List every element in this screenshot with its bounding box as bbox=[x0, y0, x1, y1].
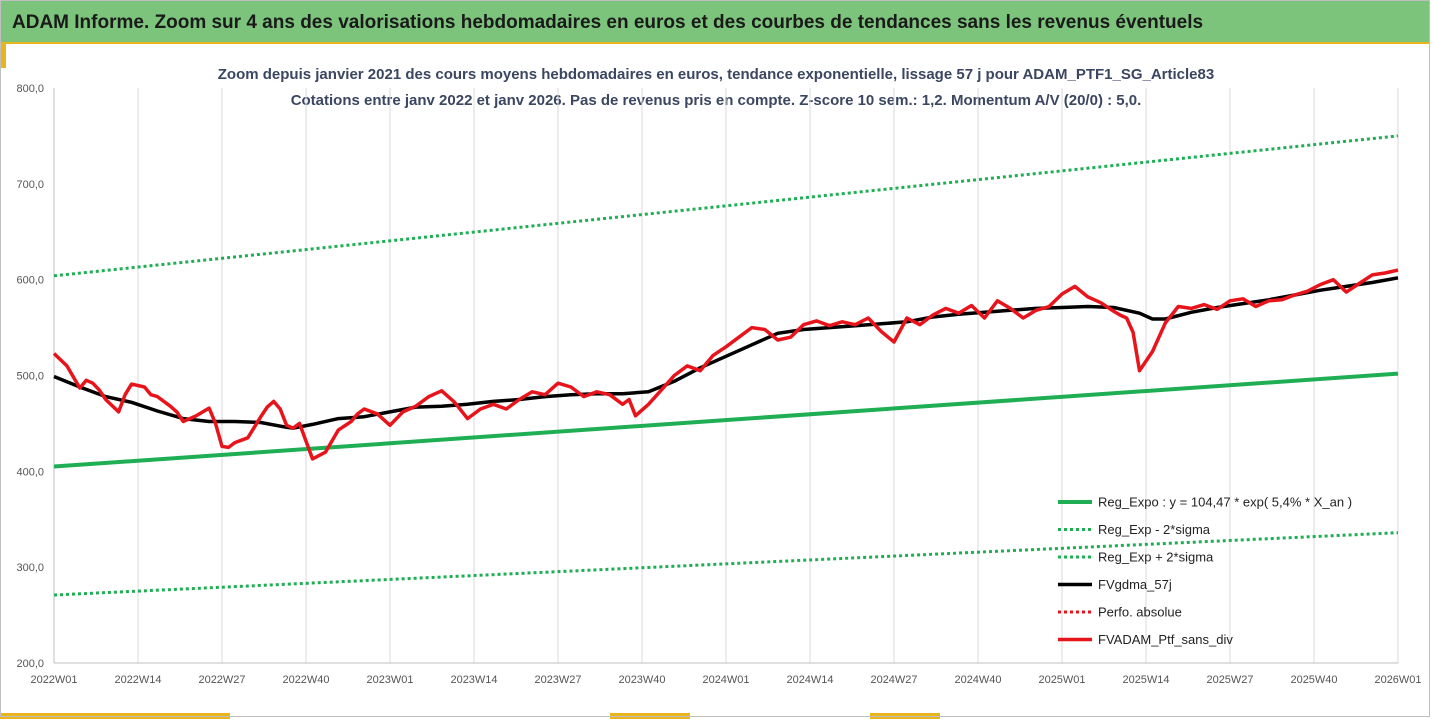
y-tick-label: 700,0 bbox=[16, 179, 44, 191]
legend-label: FVADAM_Ptf_sans_div bbox=[1098, 632, 1233, 647]
y-tick-label: 200,0 bbox=[16, 658, 44, 670]
axes: 2022W01 2022W14 2022W27 2022W40 2023W01 2023W… bbox=[16, 83, 1421, 686]
series-line-dotted-green bbox=[53, 531, 1399, 597]
footer-accent-mid bbox=[610, 713, 690, 719]
y-tick-label: 500,0 bbox=[16, 371, 44, 383]
x-tick-label: 2023W01 bbox=[366, 674, 413, 686]
x-tick-label: 2022W40 bbox=[282, 674, 329, 686]
corner-accent bbox=[0, 44, 6, 68]
banner-title: ADAM Informe. Zoom sur 4 ans des valoris… bbox=[12, 12, 1204, 33]
x-tick-label: 2022W01 bbox=[30, 674, 77, 686]
x-tick-label: 2024W40 bbox=[954, 674, 1001, 686]
title-banner: ADAM Informe. Zoom sur 4 ans des valoris… bbox=[0, 0, 1430, 44]
x-tick-label: 2023W27 bbox=[534, 674, 581, 686]
y-tick-label: 400,0 bbox=[16, 466, 44, 478]
chart-subtitle-2: Cotations entre janv 2022 et janv 2026. … bbox=[290, 92, 1142, 109]
x-tick-label: 2022W27 bbox=[198, 674, 245, 686]
y-tick-label: 600,0 bbox=[16, 275, 44, 287]
x-tick-label: 2025W01 bbox=[1038, 674, 1085, 686]
legend-label: Perfo. absolue bbox=[1098, 605, 1182, 620]
y-tick-label: 800,0 bbox=[16, 83, 44, 95]
x-tick-label: 2025W27 bbox=[1206, 674, 1253, 686]
x-tick-label: 2023W14 bbox=[450, 674, 497, 686]
legend-label: Reg_Expo : y = 104,47 * exp( 5,4% * X_an… bbox=[1098, 495, 1352, 510]
series-line-solid-red bbox=[52, 268, 1399, 461]
series-line-solid-green bbox=[53, 371, 1399, 469]
grid-lines bbox=[53, 88, 1399, 663]
footer-accent-right bbox=[870, 713, 940, 719]
legend-label: FVgdma_57j bbox=[1098, 577, 1172, 592]
y-tick-label: 300,0 bbox=[16, 562, 44, 574]
x-tick-label: 2024W27 bbox=[870, 674, 917, 686]
legend-label: Reg_Exp - 2*sigma bbox=[1098, 522, 1211, 537]
x-tick-label: 2023W40 bbox=[618, 674, 665, 686]
x-tick-label: 2024W01 bbox=[702, 674, 749, 686]
footer-accent-left bbox=[0, 713, 230, 719]
chart-subtitle-1: Zoom depuis janvier 2021 des cours moyen… bbox=[217, 66, 1215, 83]
x-tick-label: 2026W01 bbox=[1374, 674, 1421, 686]
legend-label: Reg_Exp + 2*sigma bbox=[1098, 550, 1214, 565]
x-tick-label: 2024W14 bbox=[786, 674, 833, 686]
x-tick-label: 2025W40 bbox=[1290, 674, 1337, 686]
series-line-solid-black bbox=[53, 276, 1399, 430]
x-tick-label: 2025W14 bbox=[1122, 674, 1169, 686]
x-tick-label: 2022W14 bbox=[114, 674, 161, 686]
legend: Reg_Expo : y = 104,47 * exp( 5,4% * X_an… bbox=[1058, 495, 1352, 647]
series-lines bbox=[52, 134, 1399, 597]
